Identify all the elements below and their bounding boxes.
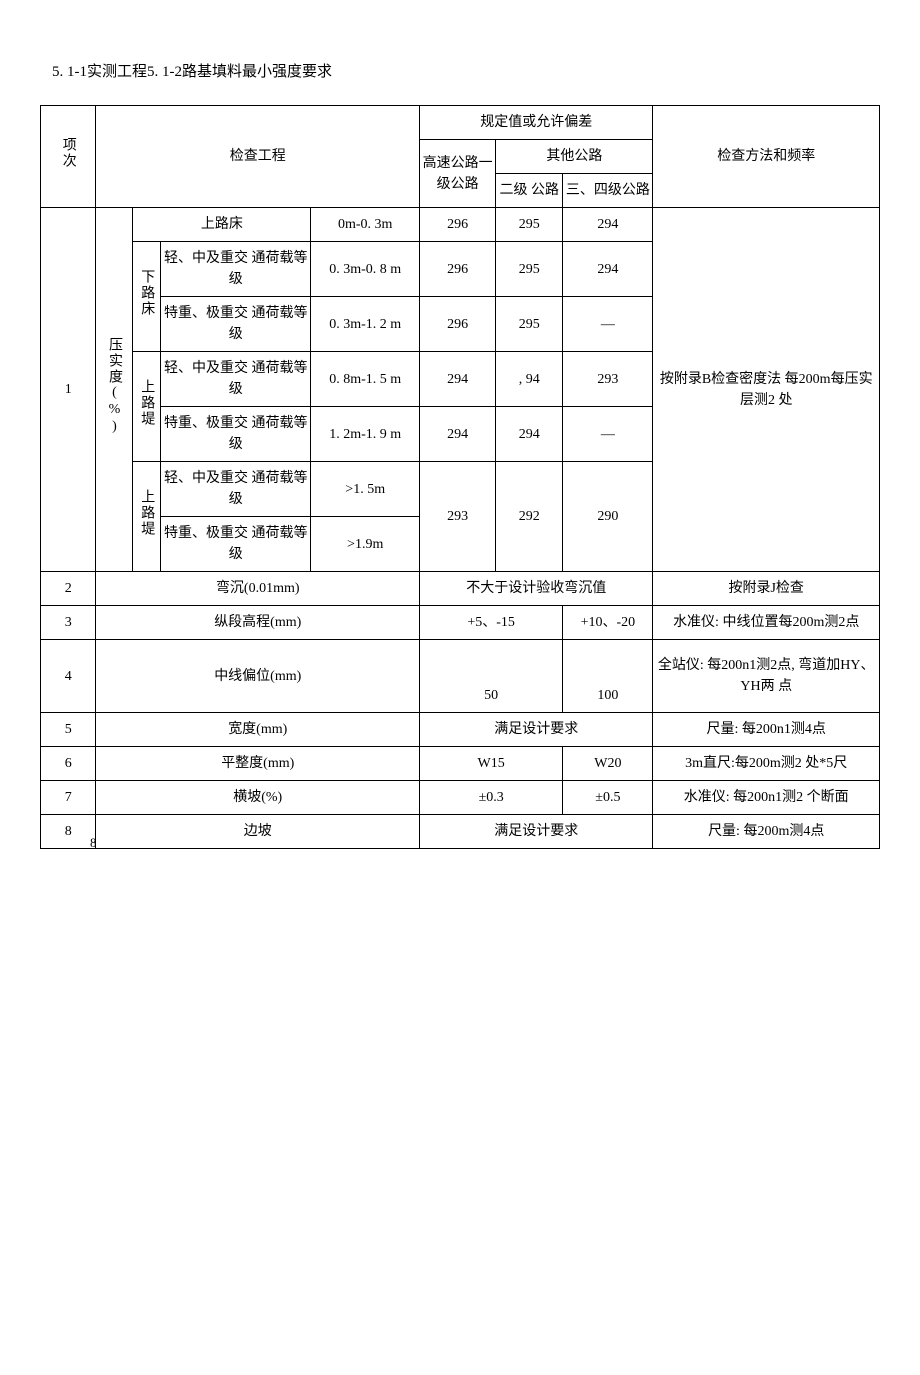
cell-val: 290: [563, 462, 653, 572]
cell-label: 边坡: [96, 815, 420, 849]
col-spec-group: 规定值或允许偏差: [420, 106, 653, 140]
cell-sublabel: 上路堤: [133, 352, 161, 462]
page-title: 5. 1-1实测工程5. 1-2路基填料最小强度要求: [52, 60, 880, 81]
col-check-item: 检查工程: [96, 106, 420, 208]
cell-desc: 特重、极重交 通荷载等级: [161, 407, 311, 462]
cell-method: 水准仪: 中线位置每200m测2点: [653, 606, 880, 640]
cell-label: 平整度(mm): [96, 747, 420, 781]
cell-val: —: [563, 297, 653, 352]
cell-desc: 特重、极重交 通荷载等级: [161, 297, 311, 352]
cell-range: >1. 5m: [311, 462, 420, 517]
cell-sublabel: 下路床: [133, 242, 161, 352]
cell-method: 全站仪: 每200n1测2点, 弯道加HY、YH两 点: [653, 640, 880, 713]
cell-spec: 50: [420, 640, 563, 713]
cell-val: 296: [420, 242, 496, 297]
cell-method: 3m直尺:每200m测2 处*5尺: [653, 747, 880, 781]
cell-val: —: [563, 407, 653, 462]
cell-desc: 轻、中及重交 通荷载等级: [161, 242, 311, 297]
table-header-row: 项次 检查工程 规定值或允许偏差 检查方法和频率: [41, 106, 880, 140]
cell-spec: 100: [563, 640, 653, 713]
cell-val: 296: [420, 208, 496, 242]
cell-val: 293: [420, 462, 496, 572]
cell-method: 尺量: 每200m测4点: [653, 815, 880, 849]
cell-val: 294: [563, 242, 653, 297]
cell-num: 7: [41, 781, 96, 815]
col-grade34: 三、四级公路: [563, 174, 653, 208]
cell-label: 弯沉(0.01mm): [96, 572, 420, 606]
cell-method: 尺量: 每200n1测4点: [653, 713, 880, 747]
cell-range: >1.9m: [311, 517, 420, 572]
table-row: 1 压实度(%) 上路床 0m-0. 3m 296 295 294 按附录B检查…: [41, 208, 880, 242]
col-method: 检查方法和频率: [653, 106, 880, 208]
cell-val: 292: [496, 462, 563, 572]
cell-desc: 轻、中及重交 通荷载等级: [161, 352, 311, 407]
cell-method: 按附录J检查: [653, 572, 880, 606]
cell-val: 295: [496, 208, 563, 242]
col-grade2: 二级 公路: [496, 174, 563, 208]
cell-val: 294: [496, 407, 563, 462]
col-highway: 高速公路一级公路: [420, 140, 496, 208]
cell-val: 295: [496, 242, 563, 297]
cell-num: 3: [41, 606, 96, 640]
page-footer-number: 8: [90, 835, 97, 851]
cell-val: 295: [496, 297, 563, 352]
spec-table: 项次 检查工程 规定值或允许偏差 检查方法和频率 高速公路一级公路 其他公路 二…: [40, 105, 880, 849]
cell-range: 1. 2m-1. 9 m: [311, 407, 420, 462]
cell-main-label: 压实度(%): [96, 208, 133, 572]
cell-val: 296: [420, 297, 496, 352]
cell-label: 中线偏位(mm): [96, 640, 420, 713]
cell-desc: 特重、极重交 通荷载等级: [161, 517, 311, 572]
cell-label: 纵段高程(mm): [96, 606, 420, 640]
table-row: 3 纵段高程(mm) +5、-15 +10、-20 水准仪: 中线位置每200m…: [41, 606, 880, 640]
table-row: 4 中线偏位(mm) 50 100 全站仪: 每200n1测2点, 弯道加HY、…: [41, 640, 880, 713]
cell-val: 294: [420, 407, 496, 462]
table-row: 8 边坡 满足设计要求 尺量: 每200m测4点: [41, 815, 880, 849]
cell-range: 0m-0. 3m: [311, 208, 420, 242]
cell-label: 横坡(%): [96, 781, 420, 815]
cell-label: 宽度(mm): [96, 713, 420, 747]
cell-spec: W15: [420, 747, 563, 781]
cell-range: 0. 3m-1. 2 m: [311, 297, 420, 352]
cell-spec: 满足设计要求: [420, 815, 653, 849]
col-other-road: 其他公路: [496, 140, 653, 174]
cell-num: 2: [41, 572, 96, 606]
cell-spec: ±0.3: [420, 781, 563, 815]
table-row: 6 平整度(mm) W15 W20 3m直尺:每200m测2 处*5尺: [41, 747, 880, 781]
cell-method: 按附录B检查密度法 每200m每压实层测2 处: [653, 208, 880, 572]
table-row: 5 宽度(mm) 满足设计要求 尺量: 每200n1测4点: [41, 713, 880, 747]
cell-method: 水准仪: 每200n1测2 个断面: [653, 781, 880, 815]
table-row: 7 横坡(%) ±0.3 ±0.5 水准仪: 每200n1测2 个断面: [41, 781, 880, 815]
table-row: 2 弯沉(0.01mm) 不大于设计验收弯沉值 按附录J检查: [41, 572, 880, 606]
cell-spec: +5、-15: [420, 606, 563, 640]
cell-val: 294: [563, 208, 653, 242]
cell-spec: ±0.5: [563, 781, 653, 815]
col-num: 项次: [41, 106, 96, 208]
cell-num: 5: [41, 713, 96, 747]
cell-desc: 轻、中及重交 通荷载等级: [161, 462, 311, 517]
cell-val: , 94: [496, 352, 563, 407]
cell-sublabel: 上路堤: [133, 462, 161, 572]
cell-group-a: 上路床: [133, 208, 311, 242]
cell-num: 4: [41, 640, 96, 713]
cell-spec: 满足设计要求: [420, 713, 653, 747]
cell-spec: W20: [563, 747, 653, 781]
cell-spec: 不大于设计验收弯沉值: [420, 572, 653, 606]
cell-range: 0. 8m-1. 5 m: [311, 352, 420, 407]
cell-num: 6: [41, 747, 96, 781]
cell-spec: +10、-20: [563, 606, 653, 640]
cell-num: 1: [41, 208, 96, 572]
cell-val: 294: [420, 352, 496, 407]
cell-num: 8: [41, 815, 96, 849]
cell-range: 0. 3m-0. 8 m: [311, 242, 420, 297]
cell-val: 293: [563, 352, 653, 407]
